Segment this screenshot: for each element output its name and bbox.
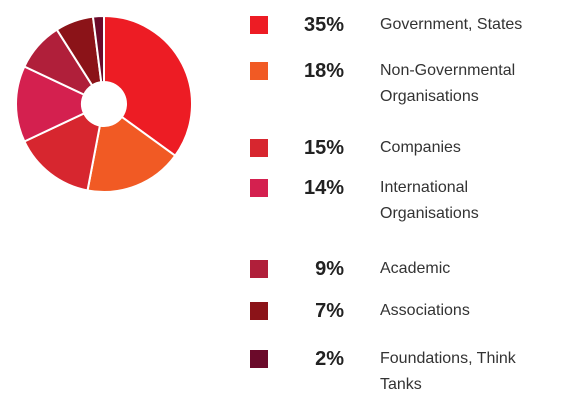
donut-chart xyxy=(15,14,193,193)
legend-value: 2% xyxy=(315,348,344,370)
legend-swatch xyxy=(250,62,268,80)
legend-value: 35% xyxy=(303,14,344,36)
pie-slice xyxy=(103,14,193,158)
legend-value: 15% xyxy=(303,137,344,159)
legend-item: 9% Academic xyxy=(250,256,560,312)
legend-swatch xyxy=(250,16,268,34)
legend-value: 7% xyxy=(315,300,344,322)
legend-label: International Organisations xyxy=(380,179,479,222)
legend-swatch xyxy=(250,139,268,157)
legend-value: 14% xyxy=(303,177,344,199)
legend-item: 14% International Organisations xyxy=(250,175,560,231)
pie-slice xyxy=(86,115,177,193)
legend-label: Government, States xyxy=(380,16,523,33)
legend-item: 2% Foundations, Think Tanks xyxy=(250,346,560,402)
legend-value: 9% xyxy=(315,258,344,280)
legend-swatch xyxy=(250,260,268,278)
legend-label: Companies xyxy=(380,139,461,156)
legend-item: 7% Associations xyxy=(250,298,560,354)
legend-label: Foundations, Think Tanks xyxy=(380,350,516,393)
legend-label: Non-Governmental Organisations xyxy=(380,62,516,105)
legend-swatch xyxy=(250,302,268,320)
legend-item: 18% Non-Governmental Organisations xyxy=(250,58,560,114)
pie-slice xyxy=(91,14,105,84)
legend-label: Associations xyxy=(380,302,470,319)
legend-value: 18% xyxy=(303,60,344,82)
legend-item: 15% Companies xyxy=(250,135,560,191)
pie-slice xyxy=(15,65,86,143)
legend-swatch xyxy=(250,350,268,368)
legend-label: Academic xyxy=(380,260,451,277)
legend-item: 35% Government, States xyxy=(250,12,560,68)
legend-swatch xyxy=(250,179,268,197)
